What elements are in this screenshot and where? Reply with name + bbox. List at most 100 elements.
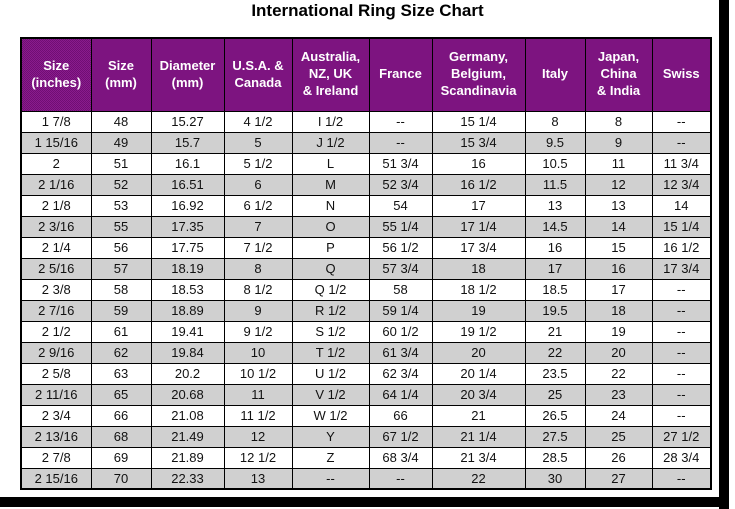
table-cell: 21.89 [150,446,225,469]
table-cell: 9 [584,131,653,154]
column-header: Italy [524,37,586,112]
table-cell: 11 [223,383,293,406]
table-cell: 15 1/4 [431,110,526,133]
table-cell: 4 1/2 [223,110,293,133]
table-cell: 53 [90,194,152,217]
table-cell: 18 1/2 [431,278,526,301]
table-row: 2 3/8 58 18.53 8 1/2 Q 1/2 58 18 1/2 18.5 17 -- [20,278,712,301]
table-row: 2 5/8 63 20.2 10 1/2 U 1/2 62 3/4 20 1/4 23.5 22… [20,362,712,385]
header-row: Size (inches) Size (mm) Diameter (mm) U.S.A… [20,37,712,112]
table-cell: 21.08 [150,404,225,427]
table-cell: 2 13/16 [20,425,92,448]
table-cell: -- [651,383,712,406]
table-cell: 8 [223,257,293,280]
table-cell: 17.35 [150,215,225,238]
table-cell: 25 [584,425,653,448]
page-title: International Ring Size Chart [251,1,484,20]
table-cell: 2 5/16 [20,257,92,280]
table-cell: 18.53 [150,278,225,301]
table-cell: 18.5 [524,278,586,301]
table-row: 2 13/16 68 21.49 12 Y 67 1/2 21 1/4 27.5 25 27 1/… [20,425,712,448]
table-cell: P [291,236,370,259]
table-cell: 19 1/2 [431,320,526,343]
table-cell: 55 [90,215,152,238]
table-cell: 2 1/8 [20,194,92,217]
table-cell: 67 1/2 [368,425,433,448]
table-cell: 15 [584,236,653,259]
table-cell: 13 [584,194,653,217]
table-cell: 25 [524,383,586,406]
table-cell: 7 1/2 [223,236,293,259]
table-cell: 61 [90,320,152,343]
table-cell: -- [651,131,712,154]
table-cell: 14 [584,215,653,238]
table-cell: -- [651,467,712,490]
column-header: Germany, Belgium, Scandinavia [431,37,526,112]
table-cell: -- [291,467,370,490]
table-cell: 21 [524,320,586,343]
table-cell: 17 [431,194,526,217]
table-cell: 10.5 [524,152,586,175]
table-cell: 52 3/4 [368,173,433,196]
table-cell: -- [368,110,433,133]
table-cell: 70 [90,467,152,490]
table-cell: 62 3/4 [368,362,433,385]
table-cell: 12 1/2 [223,446,293,469]
table-cell: 16 [584,257,653,280]
table-cell: 22 [584,362,653,385]
table-cell: 15.27 [150,110,225,133]
table-cell: -- [651,278,712,301]
table-cell: Y [291,425,370,448]
table-cell: 27.5 [524,425,586,448]
table-cell: 19 [584,320,653,343]
table-cell: 2 [20,152,92,175]
table-cell: 12 [223,425,293,448]
table-cell: 19.84 [150,341,225,364]
table-cell: 6 [223,173,293,196]
table-cell: 28 3/4 [651,446,712,469]
column-header: Diameter (mm) [150,37,225,112]
column-header: France [368,37,433,112]
table-row: 2 11/16 65 20.68 11 V 1/2 64 1/4 20 3/4 25 23 -- [20,383,712,406]
bottom-border-bar [0,497,729,507]
table-cell: 9 [223,299,293,322]
table-body: 1 7/8 48 15.27 4 1/2 I 1/2 -- 15 1/4 8 8 -- 1 15/1… [20,110,712,490]
table-cell: 52 [90,173,152,196]
table-row: 2 7/16 59 18.89 9 R 1/2 59 1/4 19 19.5 18 -- [20,299,712,322]
table-cell: 11.5 [524,173,586,196]
table-cell: 48 [90,110,152,133]
table-row: 2 15/16 70 22.33 13 -- -- 22 30 27 -- [20,467,712,490]
table-cell: N [291,194,370,217]
table-cell: 26 [584,446,653,469]
table-cell: 19.41 [150,320,225,343]
table-cell: 57 [90,257,152,280]
table-row: 2 7/8 69 21.89 12 1/2 Z 68 3/4 21 3/4 28.5 26 28 … [20,446,712,469]
table-cell: 15 3/4 [431,131,526,154]
table-cell: 20 1/4 [431,362,526,385]
table-cell: 18 [584,299,653,322]
table-cell: 23 [584,383,653,406]
table-cell: 11 1/2 [223,404,293,427]
table-cell: U 1/2 [291,362,370,385]
table-cell: 2 3/16 [20,215,92,238]
table-cell: 2 1/2 [20,320,92,343]
table-cell: 20 3/4 [431,383,526,406]
table-cell: 17 1/4 [431,215,526,238]
table-cell: 2 3/4 [20,404,92,427]
table-cell: -- [651,110,712,133]
table-cell: 49 [90,131,152,154]
table-cell: 17.75 [150,236,225,259]
table-cell: 51 3/4 [368,152,433,175]
table-row: 2 3/16 55 17.35 7 O 55 1/4 17 1/4 14.5 14 15 1/4 [20,215,712,238]
table-cell: 1 15/16 [20,131,92,154]
table-cell: 17 3/4 [651,257,712,280]
table-cell: 21 [431,404,526,427]
table-cell: 14.5 [524,215,586,238]
table-cell: O [291,215,370,238]
table-cell: 9 1/2 [223,320,293,343]
table-cell: 68 3/4 [368,446,433,469]
table-cell: 10 [223,341,293,364]
table-cell: 17 [524,257,586,280]
table-cell: 66 [368,404,433,427]
table-cell: 9.5 [524,131,586,154]
